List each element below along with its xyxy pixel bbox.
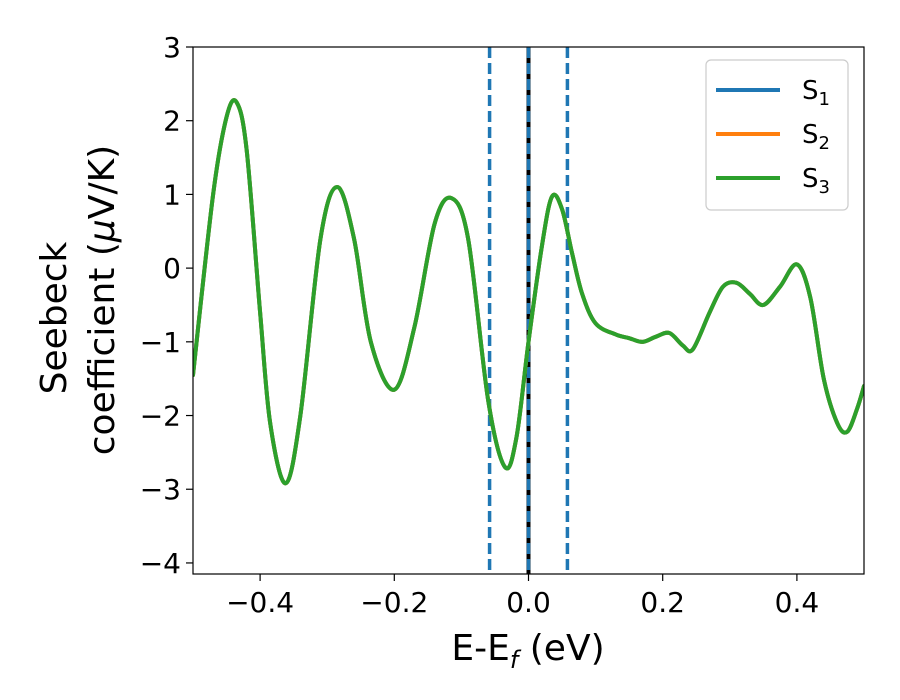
y-tick-label: −1 bbox=[140, 326, 181, 359]
x-axis-label: E-Ef (eV) bbox=[451, 628, 604, 674]
y-tick-label: 3 bbox=[163, 31, 181, 64]
y-tick-label: 0 bbox=[163, 252, 181, 285]
y-axis-label-line1: Seebeck bbox=[34, 241, 75, 394]
legend-label-s3: S3 bbox=[802, 164, 830, 198]
y-axis-label-line2: coefficient (μV/K) bbox=[82, 145, 123, 455]
x-tick-label: 0.4 bbox=[775, 586, 820, 619]
x-tick-label: −0.4 bbox=[226, 586, 294, 619]
y-axis-ticks: −4 −3 −2 −1 0 1 2 3 bbox=[140, 31, 193, 580]
x-tick-label: 0.0 bbox=[506, 586, 551, 619]
x-tick-label: −0.2 bbox=[360, 586, 428, 619]
x-axis-ticks: −0.4 −0.2 0.0 0.2 0.4 bbox=[226, 574, 819, 619]
y-tick-label: 2 bbox=[163, 105, 181, 138]
y-tick-label: 1 bbox=[163, 178, 181, 211]
reference-lines bbox=[487, 47, 570, 574]
y-tick-label: −2 bbox=[140, 400, 181, 433]
legend-label-s2: S2 bbox=[802, 120, 830, 154]
y-tick-label: −4 bbox=[140, 547, 181, 580]
y-tick-label: −3 bbox=[140, 473, 181, 506]
legend-label-s1: S1 bbox=[802, 76, 830, 110]
x-tick-label: 0.2 bbox=[640, 586, 685, 619]
legend: S1 S2 S3 bbox=[705, 59, 849, 211]
series-line-s3 bbox=[193, 98, 864, 486]
series-lines bbox=[193, 98, 864, 486]
